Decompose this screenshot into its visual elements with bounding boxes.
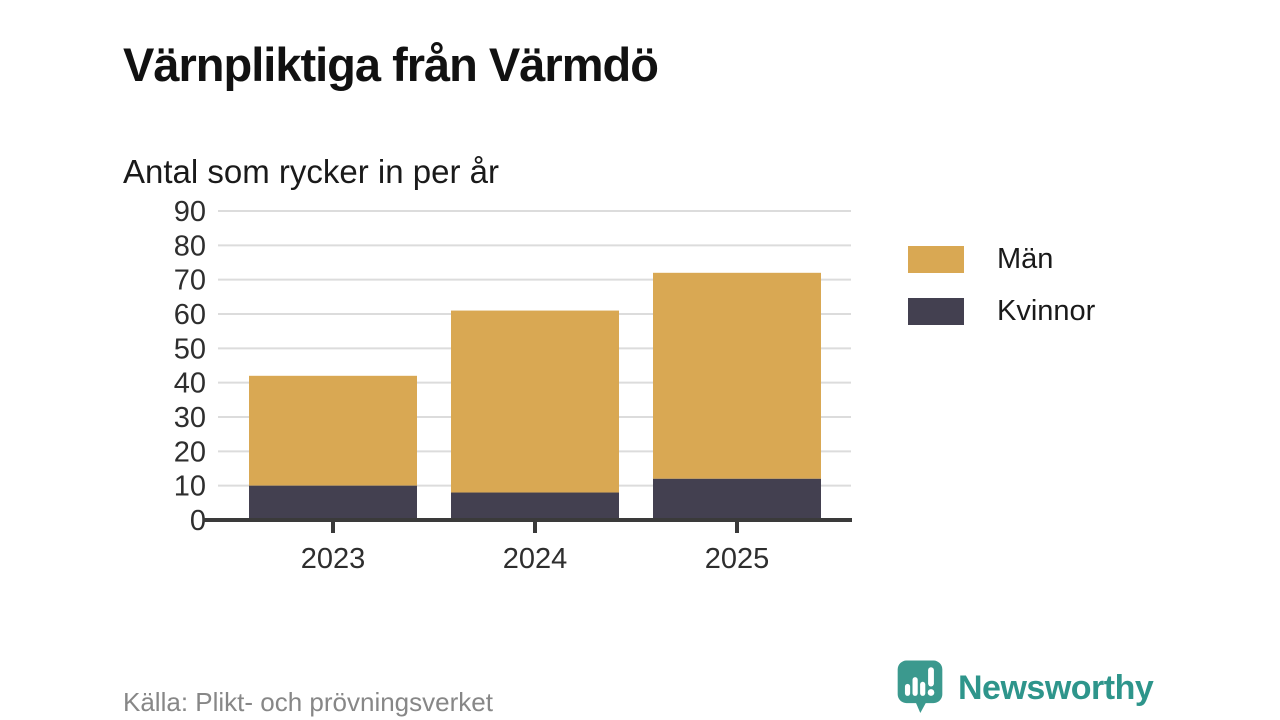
y-tick-label-30: 30 xyxy=(174,402,206,434)
y-tick-label-0: 0 xyxy=(190,505,206,537)
x-tick-label-2024: 2024 xyxy=(503,543,568,575)
x-tick-2025 xyxy=(735,522,739,533)
chart-subtitle: Antal som rycker in per år xyxy=(123,153,499,191)
legend-label-kvinnor: Kvinnor xyxy=(997,295,1096,327)
bar-kvinnor-2024 xyxy=(451,492,619,520)
y-tick-label-60: 60 xyxy=(174,299,206,331)
x-tick-2024 xyxy=(533,522,537,533)
bar-kvinnor-2025 xyxy=(653,478,821,520)
y-tick-label-10: 10 xyxy=(174,471,206,503)
y-tick-label-40: 40 xyxy=(174,368,206,400)
y-tick-label-20: 20 xyxy=(174,436,206,468)
legend-swatch-kvinnor xyxy=(908,298,964,325)
brand-name: Newsworthy xyxy=(958,669,1154,707)
y-tick-label-80: 80 xyxy=(174,230,206,262)
bar-män-2024 xyxy=(451,310,619,493)
x-tick-label-2025: 2025 xyxy=(705,543,770,575)
legend-label-man: Män xyxy=(997,243,1054,275)
legend-swatch-man xyxy=(908,246,964,273)
y-tick-label-50: 50 xyxy=(174,333,206,365)
legend-item-man: Män xyxy=(908,243,1095,276)
x-tick-2023 xyxy=(331,522,335,533)
source-attribution: Källa: Plikt- och prövningsverket xyxy=(123,687,493,717)
chart-legend: Män Kvinnor xyxy=(908,243,1095,347)
bar-kvinnor-2023 xyxy=(249,485,417,520)
bar-män-2023 xyxy=(249,375,417,486)
x-tick-label-2023: 2023 xyxy=(301,543,366,575)
x-axis-line xyxy=(203,518,852,522)
chart-title: Värnpliktiga från Värmdö xyxy=(123,38,659,92)
y-tick-label-70: 70 xyxy=(174,265,206,297)
newsworthy-speech-bubble-bar-chart-icon xyxy=(897,660,943,713)
newsworthy-logo: Newsworthy xyxy=(897,660,1154,714)
y-tick-label-90: 90 xyxy=(174,196,206,228)
bar-män-2025 xyxy=(653,272,821,479)
legend-item-kvinnor: Kvinnor xyxy=(908,295,1095,328)
